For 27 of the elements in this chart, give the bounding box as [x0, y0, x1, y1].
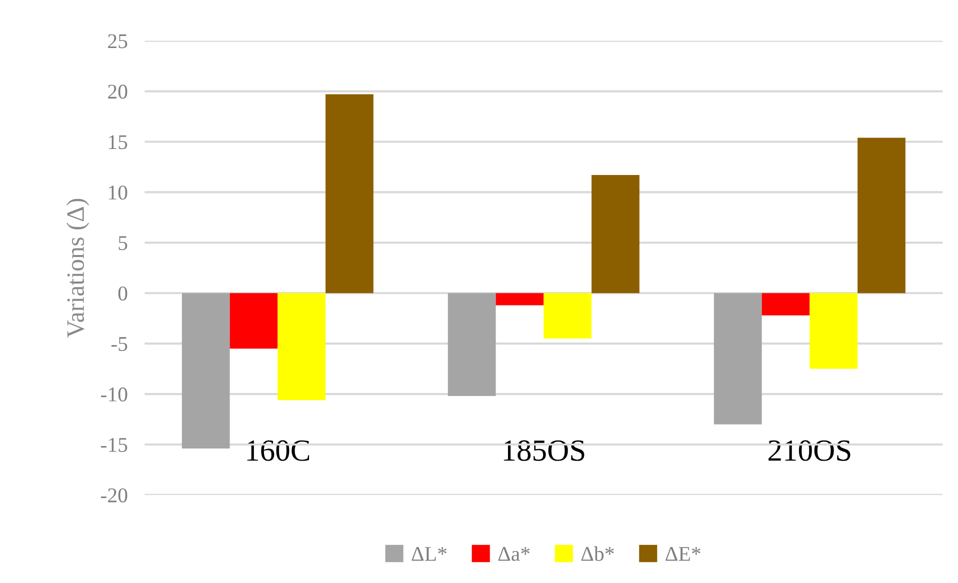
y-tick-label: -15 [100, 438, 128, 452]
bar [810, 293, 858, 369]
bar [496, 293, 544, 306]
bar [714, 293, 762, 424]
y-tick-label: -10 [100, 387, 128, 402]
bar [230, 293, 278, 349]
legend-label: ΔL* [412, 546, 447, 561]
bar [858, 138, 906, 294]
bar [278, 293, 326, 400]
bar [762, 293, 810, 316]
y-tick-label: 25 [108, 34, 128, 48]
y-tick-label: 20 [108, 84, 128, 99]
bar [544, 293, 592, 339]
y-tick-label: 0 [118, 286, 128, 301]
y-axis-title: Variations (Δ) [66, 198, 90, 338]
bar [326, 94, 374, 294]
legend-label: Δa* [498, 546, 530, 561]
y-tick-label: 15 [108, 135, 128, 150]
legend-label: ΔE* [666, 546, 700, 561]
y-tick-label: 5 [118, 236, 128, 250]
y-tick-label: -20 [100, 488, 128, 502]
y-tick-label: 10 [108, 186, 128, 200]
bar [592, 175, 640, 294]
bar [448, 293, 496, 396]
legend-label: Δb* [581, 546, 614, 561]
bar [182, 293, 230, 449]
y-tick-label: -5 [111, 337, 128, 352]
